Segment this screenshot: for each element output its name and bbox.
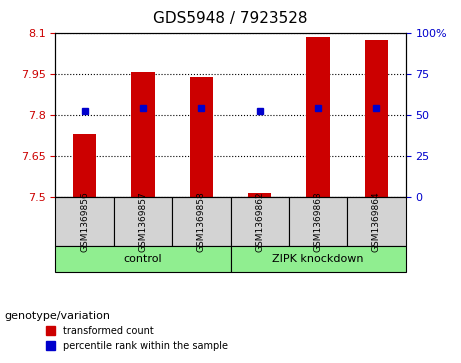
FancyBboxPatch shape xyxy=(347,197,406,246)
FancyBboxPatch shape xyxy=(230,197,289,246)
Bar xyxy=(189,77,213,197)
Text: GSM1369863: GSM1369863 xyxy=(313,191,323,252)
Bar xyxy=(131,73,154,197)
FancyBboxPatch shape xyxy=(55,197,114,246)
Bar xyxy=(307,37,330,197)
Bar xyxy=(365,40,388,197)
Text: GSM1369862: GSM1369862 xyxy=(255,191,264,252)
Text: GDS5948 / 7923528: GDS5948 / 7923528 xyxy=(153,11,308,26)
Bar xyxy=(248,193,272,197)
Legend: transformed count, percentile rank within the sample: transformed count, percentile rank withi… xyxy=(42,322,232,355)
FancyBboxPatch shape xyxy=(172,197,230,246)
Text: ZIPK knockdown: ZIPK knockdown xyxy=(272,254,364,264)
Text: GSM1369864: GSM1369864 xyxy=(372,191,381,252)
FancyBboxPatch shape xyxy=(289,197,347,246)
Text: GSM1369857: GSM1369857 xyxy=(138,191,148,252)
FancyBboxPatch shape xyxy=(55,246,230,272)
Text: GSM1369856: GSM1369856 xyxy=(80,191,89,252)
Bar xyxy=(73,134,96,197)
Text: control: control xyxy=(124,254,162,264)
Text: GSM1369858: GSM1369858 xyxy=(197,191,206,252)
Text: genotype/variation: genotype/variation xyxy=(5,311,111,321)
FancyBboxPatch shape xyxy=(114,197,172,246)
FancyBboxPatch shape xyxy=(230,246,406,272)
